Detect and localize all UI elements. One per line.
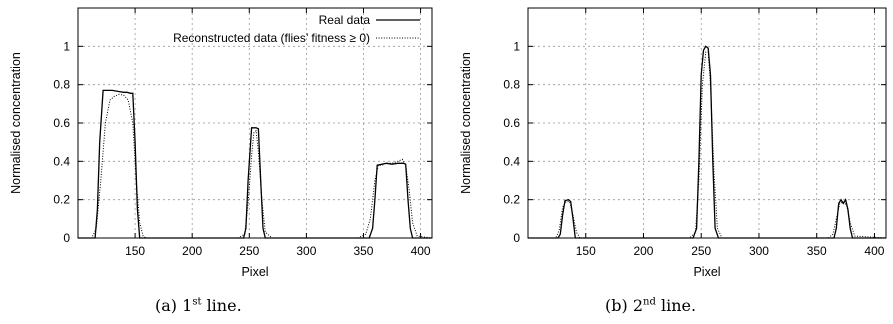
- series-line-0: [528, 45, 886, 239]
- y-tick-label: 1: [63, 39, 70, 53]
- x-tick-label: 250: [239, 244, 259, 258]
- y-axis-label: Normalised concentration: [9, 52, 23, 194]
- chart-panel-0: 150 200 250 300 350 400 0 0.2 0.4 0.6 0.8 1 Pixel Nor…: [9, 7, 433, 279]
- caption-a-ordinal: 1: [182, 296, 193, 315]
- x-tick-label: 400: [411, 244, 431, 258]
- x-tick-label: 400: [864, 244, 884, 258]
- x-tick-label: 350: [353, 244, 373, 258]
- x-tick-label: 150: [125, 244, 145, 258]
- y-tick-label: 0.4: [503, 154, 520, 168]
- caption-a: (a) 1st line.: [155, 296, 242, 315]
- x-tick-label: 350: [807, 244, 827, 258]
- chart-panel-1: 150 200 250 300 350 400 0 0.2 0.4 0.6 0.8 1 Pixel Nor…: [459, 7, 887, 279]
- y-tick-label: 0.6: [503, 116, 520, 130]
- series-line-1: [528, 51, 887, 239]
- caption-b-suffix: nd: [643, 296, 656, 308]
- legend-entry-label: Real data: [319, 13, 371, 27]
- x-tick-label: 300: [296, 244, 316, 258]
- caption-a-label: (a): [155, 296, 178, 315]
- series-line-1: [78, 93, 433, 239]
- legend: Real data Reconstructed data (flies’ fitn…: [173, 13, 420, 45]
- y-tick-label: 0.8: [503, 78, 520, 92]
- x-tick-label: 200: [182, 244, 202, 258]
- y-tick-label: 0.2: [503, 193, 520, 207]
- caption-b: (b) 2nd line.: [605, 296, 696, 315]
- y-tick-label: 1: [513, 39, 520, 53]
- y-tick-label: 0.8: [53, 78, 70, 92]
- caption-b-label: (b): [605, 296, 628, 315]
- x-tick-label: 250: [691, 244, 711, 258]
- caption-a-suffix: st: [192, 296, 202, 308]
- y-axis-label: Normalised concentration: [459, 52, 473, 194]
- y-tick-label: 0.4: [53, 154, 70, 168]
- x-tick-label: 150: [576, 244, 596, 258]
- plot-frame: [527, 7, 887, 239]
- x-axis-label: Pixel: [241, 265, 268, 279]
- y-tick-label: 0.6: [53, 116, 70, 130]
- caption-b-rest: line.: [660, 296, 697, 315]
- x-tick-label: 200: [633, 244, 653, 258]
- caption-a-rest: line.: [206, 296, 242, 315]
- x-axis-label: Pixel: [693, 265, 720, 279]
- legend-entry-label: Reconstructed data (flies’ fitness ≥ 0): [173, 31, 370, 45]
- y-tick-label: 0: [513, 231, 520, 245]
- series-line-0: [78, 89, 432, 239]
- x-tick-label: 300: [749, 244, 769, 258]
- caption-b-ordinal: 2: [632, 296, 644, 315]
- y-tick-label: 0.2: [53, 193, 70, 207]
- y-tick-label: 0: [63, 231, 70, 245]
